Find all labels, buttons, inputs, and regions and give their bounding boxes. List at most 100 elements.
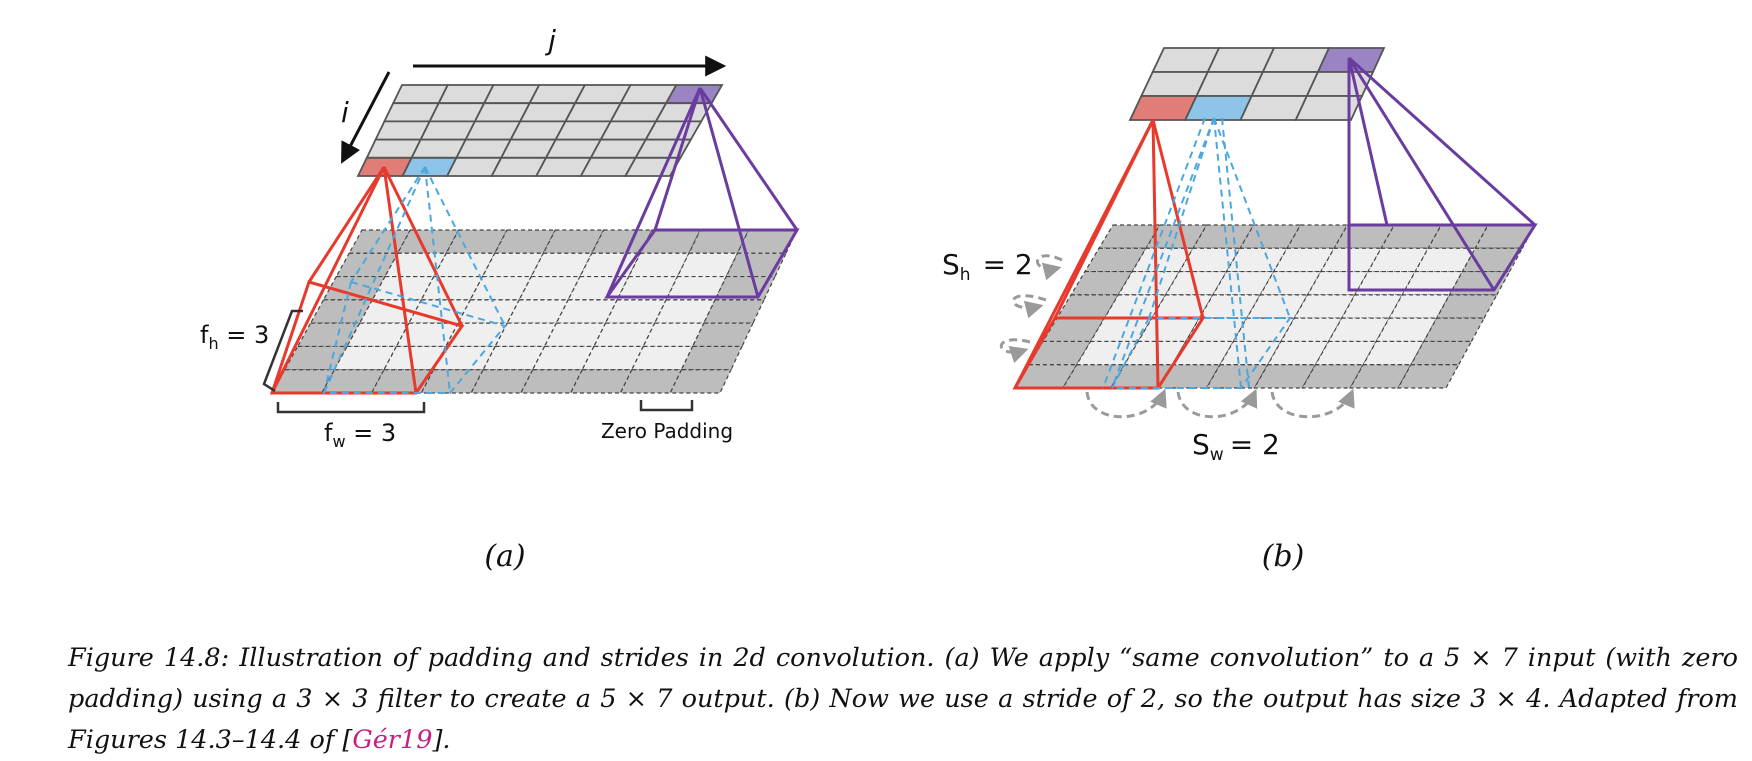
input-cell (531, 345, 595, 371)
output-cell (654, 102, 714, 123)
sw-stride-arrows (1085, 388, 1355, 419)
input-cell (382, 345, 447, 371)
zero-padding-bracket (639, 400, 694, 412)
input-cell (590, 229, 653, 254)
panel-a-label: (a) (484, 539, 525, 574)
input-cell (1055, 294, 1120, 319)
input-cell (494, 322, 558, 348)
input-cell (665, 275, 728, 301)
panel-b-output-grid (1128, 47, 1386, 121)
input-cell (1409, 340, 1473, 366)
panel-b-label: (b) (1262, 539, 1305, 574)
input-cell (676, 252, 739, 278)
input-cell (1397, 364, 1460, 389)
input-cell (1362, 340, 1425, 366)
input-cell (1131, 247, 1195, 273)
input-cell (309, 299, 374, 324)
axis-i-label: i (341, 96, 349, 129)
input-cell (639, 229, 702, 254)
input-cell (1293, 294, 1356, 319)
input-cell (296, 322, 361, 348)
input-cell (506, 299, 570, 324)
panel-a: j i fh = 3 fw = 3 Zero Padding (a) (200, 24, 800, 574)
zero-padding-label: Zero Padding (601, 419, 733, 443)
panel-a-blue-filter (322, 166, 507, 394)
input-cell (630, 345, 694, 371)
input-cell (725, 252, 787, 278)
input-cell (1157, 364, 1222, 389)
input-cell (604, 299, 668, 324)
input-cell (470, 369, 534, 394)
input-cell (1211, 270, 1275, 296)
fw-bracket (276, 402, 426, 414)
input-cell (1164, 270, 1228, 296)
input-cell (1266, 340, 1330, 366)
sh-label: Sh = 2 (942, 248, 1033, 285)
input-cell (1253, 364, 1317, 389)
figure-caption: Figure 14.8: Illustration of padding and… (68, 638, 1738, 761)
input-cell (642, 322, 705, 348)
input-cell (384, 252, 448, 278)
input-cell (322, 275, 387, 301)
input-cell (481, 252, 545, 278)
axis-i-arrow (341, 71, 391, 164)
input-cell (687, 229, 750, 254)
input-cell (691, 322, 754, 348)
panel-b-blue-filter (1102, 117, 1292, 389)
input-cell (1013, 364, 1078, 389)
output-cell (1305, 71, 1375, 97)
convolution-figure: j i fh = 3 fw = 3 Zero Padding (a) (200, 24, 1538, 574)
input-cell (1301, 364, 1365, 389)
input-cell (530, 252, 593, 278)
input-cell (1069, 270, 1134, 296)
input-cell (1314, 340, 1378, 366)
input-cell (1375, 317, 1438, 343)
input-cell (555, 299, 619, 324)
input-cell (736, 229, 798, 254)
input-cell (457, 299, 521, 324)
input-cell (1027, 340, 1092, 366)
input-cell (432, 252, 496, 278)
citation-link[interactable]: Gér19 (352, 724, 433, 755)
panel-b-input-grid (1013, 224, 1537, 389)
input-cell (346, 322, 410, 348)
panel-a-output-grid (356, 84, 724, 177)
input-cell (335, 252, 399, 278)
fh-label: fh = 3 (200, 321, 269, 353)
input-cell (320, 369, 386, 394)
input-cell (1245, 294, 1309, 319)
input-cell (1123, 340, 1187, 366)
input-cell (619, 369, 683, 394)
input-cell (627, 252, 690, 278)
output-cell (1294, 95, 1364, 121)
input-cell (680, 345, 743, 371)
input-cell (371, 275, 435, 301)
input-cell (1171, 340, 1235, 366)
input-cell (1279, 317, 1343, 343)
input-cell (518, 275, 581, 301)
input-cell (1083, 247, 1148, 273)
input-cell (702, 299, 765, 324)
fh-bracket (262, 309, 303, 393)
input-cell (653, 299, 717, 324)
input-cell (519, 369, 584, 394)
input-cell (581, 345, 645, 371)
input-cell (445, 229, 508, 254)
fw-label: fw = 3 (324, 419, 396, 451)
input-cell (469, 275, 533, 301)
input-cell (616, 275, 679, 301)
input-cell (542, 229, 605, 254)
axis-j-label: j (544, 24, 556, 57)
panel-a-purple-filter (604, 87, 800, 299)
input-cell (493, 229, 557, 254)
input-cell (370, 369, 435, 394)
input-cell (1349, 364, 1412, 389)
input-cell (1198, 294, 1262, 319)
caption-suffix: ]. (432, 724, 451, 755)
panel-a-input-grid (270, 229, 798, 394)
input-cell (420, 275, 484, 301)
input-cell (333, 345, 398, 371)
caption-text: Figure 14.8: Illustration of padding and… (68, 642, 1738, 755)
panel-b: Sh = 2 Sw = 2 (b) (942, 47, 1538, 574)
input-cell (482, 345, 546, 371)
